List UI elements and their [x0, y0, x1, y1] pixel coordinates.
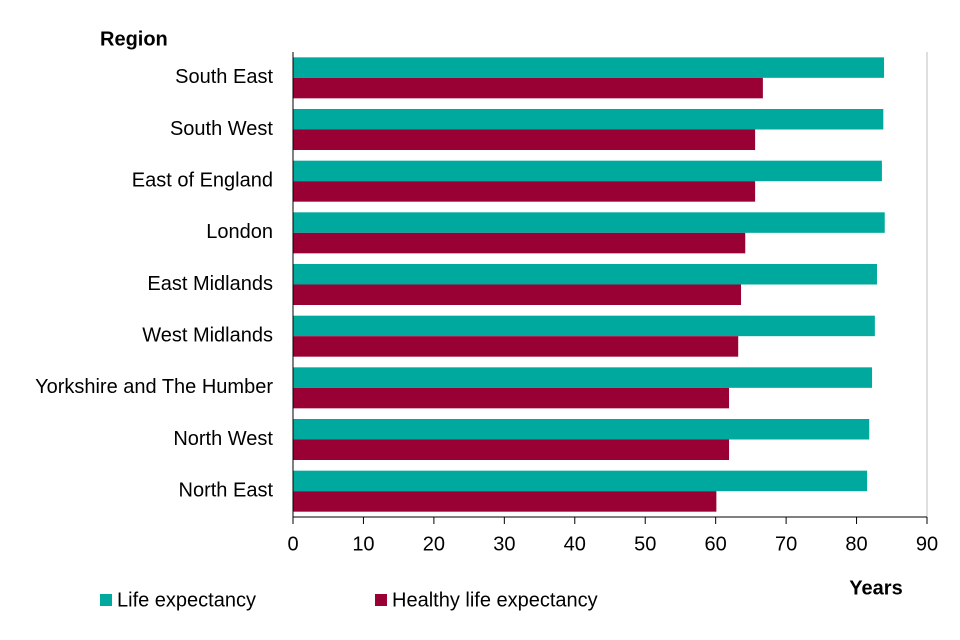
- x-tick-label: 70: [775, 533, 797, 555]
- bar: [293, 419, 870, 440]
- x-tick-label: 40: [564, 533, 586, 555]
- x-tick-label: 0: [287, 533, 298, 555]
- bar: [293, 77, 763, 99]
- x-tick-label: 80: [845, 533, 867, 555]
- x-axis-title: Years: [849, 577, 902, 599]
- x-tick-label: 20: [423, 533, 445, 555]
- bar: [293, 181, 756, 202]
- legend-swatch: [375, 594, 387, 606]
- y-tick-label: North East: [179, 479, 274, 501]
- legend-label: Healthy life expectancy: [392, 589, 598, 611]
- bar: [293, 336, 739, 357]
- bar: [293, 439, 730, 460]
- bar: [293, 129, 756, 150]
- y-tick-label: West Midlands: [142, 324, 273, 346]
- bar: [293, 57, 885, 78]
- y-tick-label: South East: [175, 66, 273, 88]
- bar: [293, 491, 717, 512]
- bar: [293, 109, 884, 130]
- y-tick-label: North West: [173, 428, 273, 450]
- y-axis-title: Region: [100, 28, 168, 50]
- x-tick-label: 10: [352, 533, 374, 555]
- legend-label: Life expectancy: [117, 589, 256, 611]
- x-tick-label: 90: [916, 533, 938, 555]
- bar: [293, 367, 873, 388]
- y-tick-label: East Midlands: [147, 273, 273, 295]
- bar: [293, 212, 885, 233]
- x-tick-label: 30: [493, 533, 515, 555]
- bar: [293, 160, 882, 182]
- bar: [293, 315, 875, 337]
- y-tick-label: London: [206, 221, 273, 243]
- x-tick-label: 60: [705, 533, 727, 555]
- bar: [293, 264, 877, 285]
- y-tick-label: East of England: [132, 169, 273, 191]
- legend-swatch: [100, 594, 112, 606]
- bar: [293, 387, 730, 409]
- x-tick-label: 50: [634, 533, 656, 555]
- bar: [293, 284, 742, 305]
- bar: [293, 232, 746, 254]
- y-tick-label: South West: [170, 118, 273, 140]
- y-tick-label: Yorkshire and The Humber: [35, 376, 273, 398]
- bar: [293, 470, 868, 492]
